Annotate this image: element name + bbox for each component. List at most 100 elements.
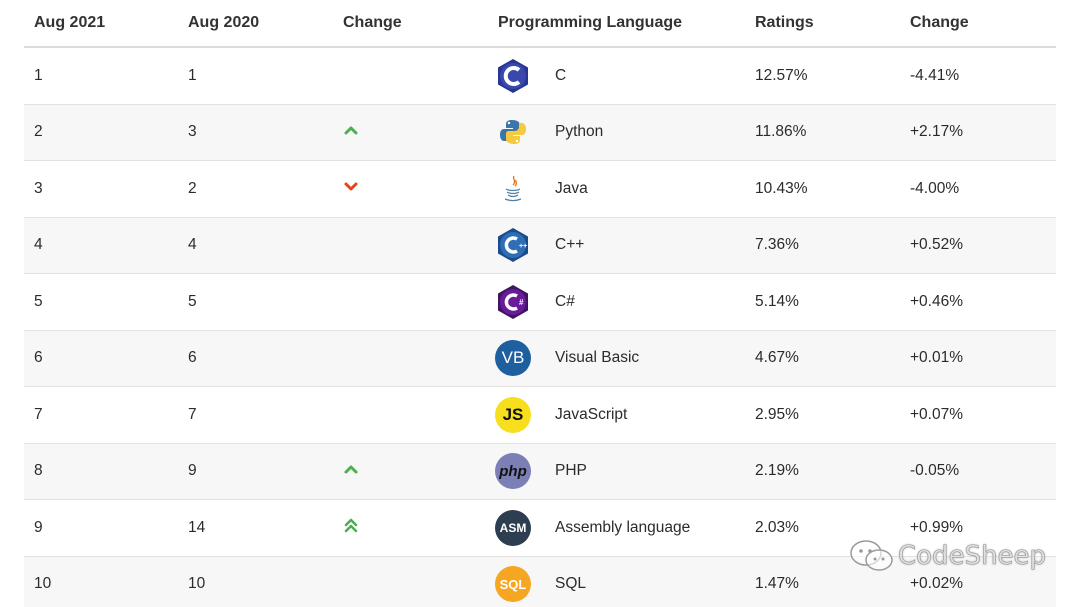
double-arrow-up-icon bbox=[343, 517, 359, 533]
language-cell: JS JavaScript bbox=[488, 396, 745, 433]
language-name[interactable]: C++ bbox=[555, 236, 585, 254]
rank-2021: 9 bbox=[34, 518, 43, 536]
rank-2021: 6 bbox=[34, 349, 43, 367]
rank-2020: 4 bbox=[188, 236, 197, 254]
rank-2020: 5 bbox=[188, 292, 197, 310]
rating: 7.36% bbox=[755, 236, 799, 254]
table-body: 1 1 C 12.57% -4.41% 2 3 Python 11.86% +2.17% 3 2 Jav… bbox=[24, 48, 1056, 607]
language-cell: VB Visual Basic bbox=[488, 340, 745, 377]
rating-change: +0.07% bbox=[910, 405, 964, 423]
header-aug-2020[interactable]: Aug 2020 bbox=[188, 14, 260, 31]
rating: 2.19% bbox=[755, 462, 799, 480]
rating-change: +2.17% bbox=[910, 123, 964, 141]
rating: 2.95% bbox=[755, 405, 799, 423]
table-row[interactable]: 1 1 C 12.57% -4.41% bbox=[24, 48, 1056, 105]
language-name[interactable]: Visual Basic bbox=[555, 349, 640, 367]
language-name[interactable]: Java bbox=[555, 179, 588, 197]
language-cell: SQL SQL bbox=[488, 566, 745, 603]
rank-2021: 10 bbox=[34, 575, 52, 593]
language-name[interactable]: Assembly language bbox=[555, 518, 691, 536]
rank-2020: 7 bbox=[188, 405, 197, 423]
rank-2020: 2 bbox=[188, 179, 197, 197]
language-cell: ++ C++ bbox=[488, 227, 745, 263]
rating-change: +0.99% bbox=[910, 518, 964, 536]
arrow-up-icon bbox=[343, 462, 359, 478]
assembly-icon: ASM bbox=[495, 509, 531, 546]
language-cell: # C# bbox=[488, 284, 745, 320]
rank-2021: 5 bbox=[34, 292, 43, 310]
language-cell: php PHP bbox=[488, 453, 745, 490]
svg-text:++: ++ bbox=[519, 243, 527, 250]
rating: 2.03% bbox=[755, 518, 799, 536]
rank-change bbox=[333, 180, 488, 198]
visual-basic-icon-label: VB bbox=[501, 348, 525, 368]
java-icon bbox=[495, 171, 531, 207]
csharp-icon: # bbox=[495, 284, 531, 320]
language-name[interactable]: C bbox=[555, 66, 567, 84]
rank-2020: 3 bbox=[188, 123, 197, 141]
php-icon: php bbox=[495, 453, 531, 490]
rank-2020: 9 bbox=[188, 462, 197, 480]
header-change-rank[interactable]: Change bbox=[343, 14, 402, 31]
sql-icon: SQL bbox=[495, 566, 531, 603]
table-row[interactable]: 6 6 VB Visual Basic 4.67% +0.01% bbox=[24, 330, 1056, 387]
language-name[interactable]: C# bbox=[555, 292, 575, 310]
visual-basic-icon: VB bbox=[495, 340, 531, 377]
rating-change: -4.41% bbox=[910, 66, 960, 84]
cpp-icon: ++ bbox=[495, 227, 531, 263]
table-row[interactable]: 8 9 php PHP 2.19% -0.05% bbox=[24, 443, 1056, 500]
rating-change: +0.46% bbox=[910, 292, 964, 310]
c-language-icon bbox=[495, 58, 531, 94]
rank-2021: 3 bbox=[34, 179, 43, 197]
rating: 1.47% bbox=[755, 575, 799, 593]
rank-2020: 6 bbox=[188, 349, 197, 367]
language-name[interactable]: JavaScript bbox=[555, 405, 628, 423]
table-row[interactable]: 7 7 JS JavaScript 2.95% +0.07% bbox=[24, 387, 1056, 444]
javascript-icon-label: JS bbox=[502, 404, 524, 424]
rank-2020: 10 bbox=[188, 575, 206, 593]
rank-change bbox=[333, 462, 488, 480]
rating-change: +0.01% bbox=[910, 349, 964, 367]
rank-2020: 14 bbox=[188, 518, 206, 536]
rank-change bbox=[333, 123, 488, 141]
assembly-icon-label: ASM bbox=[499, 520, 527, 535]
rating: 12.57% bbox=[755, 66, 808, 84]
python-icon bbox=[495, 114, 531, 150]
rank-2021: 7 bbox=[34, 405, 43, 423]
rating-change: -0.05% bbox=[910, 462, 960, 480]
table-row[interactable]: 3 2 Java 10.43% -4.00% bbox=[24, 161, 1056, 218]
header-aug-2021[interactable]: Aug 2021 bbox=[34, 14, 106, 31]
table-row[interactable]: 5 5 # C# 5.14% +0.46% bbox=[24, 274, 1056, 331]
svg-text:#: # bbox=[519, 298, 524, 307]
rank-change bbox=[333, 517, 488, 538]
rating: 4.67% bbox=[755, 349, 799, 367]
language-name[interactable]: PHP bbox=[555, 462, 587, 480]
table-row[interactable]: 9 14 ASM Assembly language 2.03% +0.99% bbox=[24, 500, 1056, 557]
language-cell: C bbox=[488, 58, 745, 94]
rank-2021: 4 bbox=[34, 236, 43, 254]
rating-change: +0.52% bbox=[910, 236, 964, 254]
ranking-table: Aug 2021 Aug 2020 Change Programming Lan… bbox=[24, 0, 1056, 607]
rating: 10.43% bbox=[755, 179, 808, 197]
language-cell: ASM Assembly language bbox=[488, 509, 745, 546]
header-programming-language[interactable]: Programming Language bbox=[498, 14, 683, 31]
rating-change: -4.00% bbox=[910, 179, 960, 197]
header-change-ratings[interactable]: Change bbox=[910, 14, 969, 31]
rank-2021: 2 bbox=[34, 123, 43, 141]
table-row[interactable]: 2 3 Python 11.86% +2.17% bbox=[24, 104, 1056, 161]
arrow-down-icon bbox=[343, 180, 359, 196]
php-icon-label: php bbox=[499, 462, 527, 480]
table-row[interactable]: 10 10 SQL SQL 1.47% +0.02% bbox=[24, 556, 1056, 607]
language-name[interactable]: Python bbox=[555, 123, 604, 141]
language-name[interactable]: SQL bbox=[555, 575, 587, 593]
sql-icon-label: SQL bbox=[499, 576, 527, 592]
rating: 5.14% bbox=[755, 292, 799, 310]
language-cell: Python bbox=[488, 114, 745, 150]
table-row[interactable]: 4 4 ++ C++ 7.36% +0.52% bbox=[24, 217, 1056, 274]
header-ratings[interactable]: Ratings bbox=[755, 14, 814, 31]
rank-2020: 1 bbox=[188, 66, 197, 84]
rank-2021: 8 bbox=[34, 462, 43, 480]
rating: 11.86% bbox=[755, 123, 807, 141]
language-cell: Java bbox=[488, 171, 745, 207]
